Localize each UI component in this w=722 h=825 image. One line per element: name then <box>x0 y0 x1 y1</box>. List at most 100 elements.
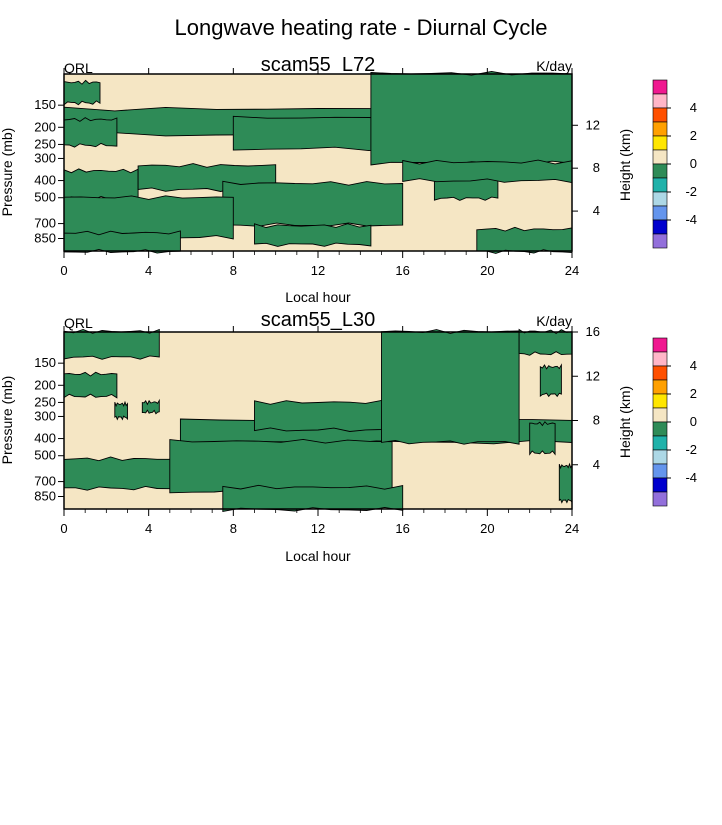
colorbar-swatch <box>652 407 668 423</box>
contour-region-negative <box>402 159 573 184</box>
colorbar-swatch <box>652 135 668 151</box>
pressure-tick-label: 150 <box>34 355 56 370</box>
variable-label: QRL <box>64 315 93 331</box>
height-tick-label: 4 <box>593 203 600 218</box>
x-tick-label: 12 <box>311 521 325 536</box>
x-tick-label: 4 <box>145 521 152 536</box>
colorbar-swatch <box>652 393 668 409</box>
height-tick-label: 12 <box>586 117 600 132</box>
height-tick-label: 16 <box>586 324 600 339</box>
contour-region-negative <box>222 180 404 227</box>
x-tick-label: 24 <box>565 263 579 278</box>
contour-region-negative <box>63 117 118 148</box>
pressure-tick-label: 200 <box>34 377 56 392</box>
contour-region-negative <box>63 230 181 254</box>
colorbar-tick-label: -2 <box>685 442 697 457</box>
colorbar-swatch <box>652 351 668 367</box>
contour-region-negative <box>63 456 181 491</box>
x-tick-label: 8 <box>230 263 237 278</box>
colorbar-swatch <box>652 219 668 235</box>
contour-region-negative <box>254 223 372 247</box>
y-axis-label: Pressure (mb) <box>0 376 15 465</box>
pressure-tick-label: 400 <box>34 431 56 446</box>
colorbar-swatch <box>652 163 668 179</box>
y-axis-height: 4 8 12 16 <box>572 324 600 472</box>
colorbar-swatch <box>652 191 668 207</box>
contour-region-negative <box>169 438 393 495</box>
units-label: K/day <box>536 58 572 74</box>
x-axis-label: Local hour <box>285 289 351 305</box>
panel-title: scam55_L72 <box>261 54 376 76</box>
contour-region-negative <box>529 421 556 456</box>
colorbar-1: 4 2 0 -2 -4 <box>652 79 697 249</box>
x-tick-label: 0 <box>60 263 67 278</box>
height-tick-label: 8 <box>593 160 600 175</box>
colorbar-swatch <box>652 177 668 193</box>
units-label: K/day <box>536 313 572 329</box>
contour-region-negative <box>518 328 573 356</box>
colorbar-tick-label: -2 <box>685 184 697 199</box>
pressure-tick-label: 250 <box>34 136 56 151</box>
colorbar-swatch <box>652 463 668 479</box>
colorbar-swatch <box>652 233 668 249</box>
x-tick-label: 24 <box>565 521 579 536</box>
contour-fills <box>63 328 573 512</box>
panel-l72: scam55_L72 QRL K/day 0 4 8 12 16 20 24 150 200 2… <box>0 54 633 305</box>
plot-area <box>63 328 573 512</box>
pressure-tick-label: 500 <box>34 190 56 205</box>
colorbar-tick-label: 2 <box>690 128 697 143</box>
colorbar-tick-label: 4 <box>690 358 697 373</box>
x-tick-label: 16 <box>395 521 409 536</box>
variable-label: QRL <box>64 60 93 76</box>
colorbar-swatch <box>652 121 668 137</box>
height-tick-label: 12 <box>586 368 600 383</box>
x-axis: 0 4 8 12 16 20 24 <box>60 68 579 278</box>
colorbar-swatch <box>652 337 668 353</box>
pressure-tick-label: 500 <box>34 448 56 463</box>
contour-region-negative <box>381 329 520 445</box>
colorbar-swatch <box>652 107 668 123</box>
panel-l30: scam55_L30 QRL K/day 0 4 8 12 16 20 24 150 200 2… <box>0 309 633 564</box>
colorbar-tick-label: -4 <box>685 470 697 485</box>
y2-axis-label: Height (km) <box>617 386 633 458</box>
x-tick-label: 8 <box>230 521 237 536</box>
x-tick-label: 16 <box>395 263 409 278</box>
x-tick-label: 20 <box>480 263 494 278</box>
pressure-tick-label: 700 <box>34 216 56 231</box>
contour-region-negative <box>476 226 573 254</box>
pressure-tick-label: 150 <box>34 97 56 112</box>
x-tick-label: 20 <box>480 521 494 536</box>
contour-region-negative <box>141 398 160 415</box>
colorbar-tick-label: 0 <box>690 156 697 171</box>
pressure-tick-label: 200 <box>34 119 56 134</box>
pressure-tick-label: 300 <box>34 408 56 423</box>
pressure-tick-label: 700 <box>34 474 56 489</box>
plot-area <box>63 71 573 254</box>
colorbar-tick-label: 0 <box>690 414 697 429</box>
colorbar-swatch <box>652 477 668 493</box>
x-tick-label: 4 <box>145 263 152 278</box>
pressure-tick-label: 850 <box>34 231 56 246</box>
y2-axis-label: Height (km) <box>617 129 633 201</box>
contour-region-negative <box>114 400 128 421</box>
colorbar-swatch <box>652 93 668 109</box>
colorbar-2: 4 2 0 -2 -4 <box>652 337 697 507</box>
contour-region-negative <box>63 79 101 106</box>
y-axis-label: Pressure (mb) <box>0 128 15 217</box>
colorbar-swatch <box>652 421 668 437</box>
x-axis-label: Local hour <box>285 548 351 564</box>
colorbar-tick-label: -4 <box>685 212 697 227</box>
contour-region-negative <box>370 71 573 166</box>
panel-title: scam55_L30 <box>261 309 376 331</box>
colorbar-swatch <box>652 491 668 507</box>
x-tick-label: 12 <box>311 263 325 278</box>
pressure-tick-label: 850 <box>34 489 56 504</box>
colorbar-swatch <box>652 435 668 451</box>
pressure-tick-label: 250 <box>34 394 56 409</box>
contour-region-negative <box>63 168 139 201</box>
colorbar-swatch <box>652 205 668 221</box>
contour-region-negative <box>222 484 404 512</box>
colorbar-swatch <box>652 379 668 395</box>
